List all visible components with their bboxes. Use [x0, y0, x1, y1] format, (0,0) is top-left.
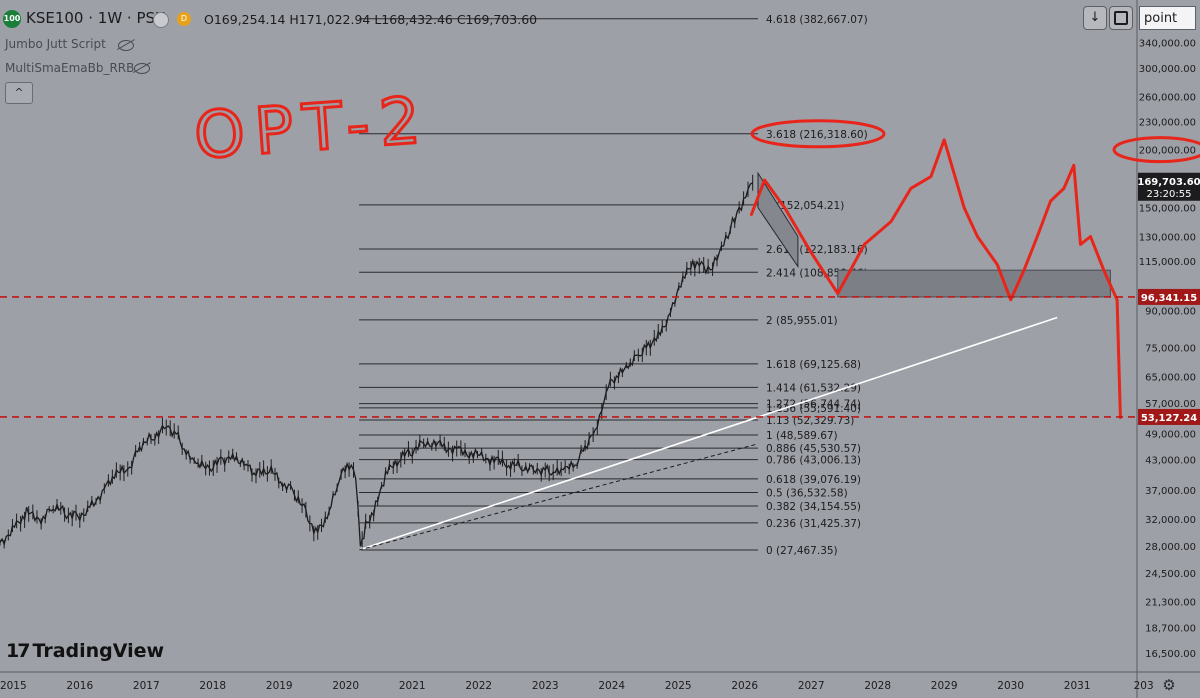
x-tick-label: 2019 [266, 680, 293, 692]
y-tick-label: 65,000.00 [1145, 372, 1196, 383]
x-tick-label: 2029 [931, 680, 958, 692]
y-tick-label: 18,700.00 [1145, 624, 1196, 635]
fib-level-label: 0.5 (36,532.58) [766, 487, 848, 499]
y-tick-label: 57,000.00 [1145, 399, 1196, 410]
settings-gear-icon[interactable]: ⚙ [1162, 676, 1176, 694]
last-price-tag [1138, 172, 1200, 201]
y-tick-label: 24,500.00 [1145, 569, 1196, 580]
x-tick-label: 2023 [532, 680, 559, 692]
y-tick-label: 28,000.00 [1145, 542, 1196, 553]
x-tick-label: 2017 [133, 680, 160, 692]
fib-level-label: 0.886 (45,530.57) [766, 443, 861, 455]
y-tick-label: 75,000.00 [1145, 343, 1196, 354]
x-tick-label: 2024 [598, 680, 625, 692]
time-axis[interactable]: 2015 2016 2017 2018 2019 2020 2021 2022 2023 2024… [0, 680, 1154, 692]
handwritten-opt-label: OPT-2 [192, 84, 433, 174]
handwritten-annotation: OPT-2 [190, 82, 434, 175]
x-tick-label: 2022 [465, 680, 492, 692]
fib-level-label: 1 (48,589.67) [766, 430, 838, 442]
fib-level-label: 0.236 (31,425.37) [766, 518, 861, 530]
fib-level-label: 1.272 (56,744.74) [766, 399, 861, 411]
fib-level-label: 1.13 (52,329.73) [766, 415, 854, 427]
trendlines[interactable] [358, 316, 1058, 551]
fib-level-label: 0.618 (39,076.19) [766, 474, 861, 486]
highlight-circle [750, 119, 886, 149]
fib-level-label: 0.382 (34,154.55) [766, 501, 861, 513]
y-tick-label: 49,000.00 [1145, 429, 1196, 440]
chart-title[interactable]: KSE100 · 1W · PSX [26, 9, 166, 27]
y-tick-label: 21,300.00 [1145, 597, 1196, 608]
x-tick-label: 2020 [332, 680, 359, 692]
indicator-2-label[interactable]: MultiSmaEmaBb_RRB [5, 61, 135, 75]
tradingview-logo[interactable]: 17 TradingView [6, 640, 164, 662]
fib-level-label: 4.618 (382,667.07) [766, 14, 868, 26]
ohlc-readout: O169,254.14 H171,022.94 L168,432.46 C169… [204, 12, 538, 27]
data-delay-dot[interactable]: D [177, 12, 191, 26]
projection-drawing [749, 119, 1200, 419]
horizontal-levels[interactable]: 96,341.15 53,127.24 [0, 288, 1200, 425]
bar-countdown: 23:20:55 [1147, 189, 1192, 200]
level-price-tag [1138, 288, 1200, 305]
tradingview-logo-text: TradingView [32, 640, 165, 662]
trendline-dashed[interactable] [358, 443, 759, 551]
download-button[interactable]: ↓ [1083, 6, 1107, 30]
y-tick-label: 32,000.00 [1145, 515, 1196, 526]
y-tick-label: 115,000.00 [1139, 257, 1196, 268]
level-price-tag [1138, 408, 1200, 425]
trendline-solid[interactable] [358, 316, 1058, 551]
fib-level-label: 1.618 (69,125.68) [766, 359, 861, 371]
price-series [0, 174, 754, 549]
level-price-label: 53,127.24 [1141, 413, 1197, 424]
x-tick-label: 2030 [997, 680, 1024, 692]
y-tick-label: 260,000.00 [1139, 93, 1196, 104]
y-tick-label: 43,000.00 [1145, 456, 1196, 467]
level-price-label: 96,341.15 [1141, 293, 1197, 304]
x-tick-label: 2031 [1064, 680, 1091, 692]
market-status-dot[interactable] [153, 12, 169, 28]
y-tick-label: 230,000.00 [1139, 117, 1196, 128]
chart-background [0, 0, 1137, 672]
x-tick-label: 2016 [66, 680, 93, 692]
projection-path [749, 138, 1122, 419]
fib-level-label: 3.618 (216,318.60) [766, 129, 868, 141]
x-tick-label: 2026 [731, 680, 758, 692]
fib-level-label: 1.236 (55,591.40) [766, 403, 861, 415]
highlight-circle [1112, 136, 1200, 164]
indicator-1-label[interactable]: Jumbo Jutt Script [5, 37, 106, 51]
y-tick-label: 37,000.00 [1145, 486, 1196, 497]
last-price-value: 169,703.60 [1137, 177, 1200, 188]
fib-level-label: 0 (27,467.35) [766, 545, 838, 557]
price-axis-panel [1137, 0, 1200, 698]
tradingview-logo-mark: 17 [6, 640, 30, 662]
symbol-logo[interactable]: 100 [3, 10, 21, 28]
fullscreen-icon[interactable] [1109, 6, 1133, 30]
fib-level-label: 2 (85,955.01) [766, 315, 838, 327]
price-axis[interactable]: 340,000.00 300,000.00 260,000.00 230,000.00… [1137, 39, 1200, 660]
x-tick-label: 2028 [864, 680, 891, 692]
fib-level-label: 0.786 (43,006.13) [766, 455, 861, 467]
fib-level-label: 2.618 (122,183.16) [766, 244, 868, 256]
x-tick-label: 2027 [798, 680, 825, 692]
y-tick-label: 16,500.00 [1145, 649, 1196, 660]
eye-hidden-icon[interactable] [134, 63, 150, 74]
eye-hidden-icon[interactable] [118, 40, 134, 51]
x-tick-label: 2018 [199, 680, 226, 692]
y-tick-label: 130,000.00 [1139, 233, 1196, 244]
y-tick-label: 150,000.00 [1139, 204, 1196, 215]
x-tick-label: 203 [1134, 680, 1154, 692]
support-zone[interactable] [757, 171, 1111, 298]
x-tick-label: 2025 [665, 680, 692, 692]
x-tick-label: 2021 [399, 680, 426, 692]
support-zone-box[interactable] [837, 269, 1111, 298]
y-tick-label: 340,000.00 [1139, 39, 1196, 50]
price-scale-select[interactable]: point [1139, 6, 1196, 30]
collapse-legend-button[interactable]: ^ [5, 82, 33, 104]
x-tick-label: 2015 [0, 680, 27, 692]
y-tick-label: 300,000.00 [1139, 64, 1196, 75]
y-tick-label: 90,000.00 [1145, 307, 1196, 318]
y-tick-label: 200,000.00 [1139, 146, 1196, 157]
